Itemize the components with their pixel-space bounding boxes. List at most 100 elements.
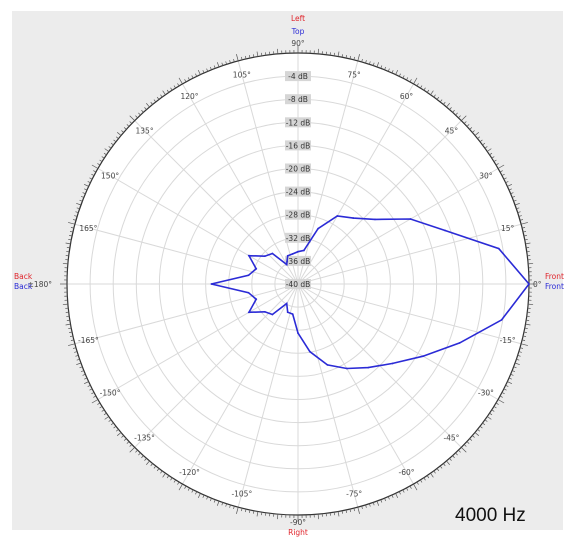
tick-mark — [361, 58, 363, 63]
tick-mark — [213, 65, 216, 69]
tick-mark — [135, 115, 138, 119]
tick-mark — [93, 170, 97, 173]
tick-mark — [245, 509, 247, 513]
tick-mark — [508, 377, 512, 380]
tick-mark — [76, 202, 82, 206]
tick-mark — [256, 51, 259, 57]
tick-mark — [69, 231, 73, 233]
tick-mark — [413, 77, 418, 85]
tick-mark — [216, 500, 220, 506]
tick-mark — [489, 412, 493, 416]
tick-mark — [166, 89, 170, 93]
tick-mark — [141, 109, 144, 113]
tick-mark — [113, 425, 117, 429]
response-point — [444, 229, 446, 232]
tick-mark — [69, 235, 73, 237]
tick-mark — [521, 222, 528, 225]
tick-mark — [184, 485, 187, 489]
tick-mark — [65, 323, 71, 326]
ring-label-bg — [285, 279, 311, 289]
angle-label: 45° — [445, 127, 459, 136]
tick-mark — [115, 429, 119, 432]
tick-mark — [191, 75, 194, 79]
tick-mark — [141, 455, 144, 459]
response-point — [247, 291, 250, 294]
response-point — [263, 255, 266, 258]
response-point — [317, 227, 320, 230]
tick-mark — [491, 409, 495, 412]
tick-mark — [513, 199, 517, 202]
tick-mark — [68, 222, 75, 225]
tick-mark — [101, 156, 105, 159]
tick-mark — [469, 438, 473, 441]
tick-mark — [487, 148, 492, 152]
tick-mark — [489, 152, 493, 156]
tick-mark — [210, 498, 212, 502]
tick-mark — [91, 164, 99, 169]
tick-mark — [353, 508, 355, 512]
tick-mark — [197, 493, 201, 499]
tick-mark — [524, 327, 528, 329]
tick-mark — [493, 159, 497, 162]
grid-spoke — [134, 283, 299, 448]
tick-mark — [241, 508, 243, 512]
tick-mark — [512, 370, 516, 372]
tick-mark — [97, 402, 101, 405]
tick-mark — [430, 90, 434, 95]
tick-mark — [443, 101, 446, 105]
tick-mark — [216, 62, 220, 68]
tick-mark — [213, 499, 216, 503]
tick-mark — [241, 56, 243, 60]
angle-label: -165° — [78, 336, 99, 345]
grid-spoke — [297, 168, 499, 285]
tick-mark — [398, 73, 401, 77]
tick-mark — [499, 170, 503, 173]
tick-mark — [99, 406, 103, 409]
tick-mark — [80, 196, 84, 198]
response-point — [285, 263, 288, 266]
tick-mark — [430, 473, 434, 478]
tick-mark — [70, 339, 74, 341]
response-point — [345, 367, 348, 370]
tick-mark — [455, 112, 458, 116]
tick-mark — [516, 207, 520, 210]
angle-label: 0° — [533, 280, 542, 289]
tick-mark — [156, 468, 160, 472]
tick-mark — [420, 479, 423, 483]
grid-spoke — [297, 223, 522, 285]
response-point — [248, 311, 250, 314]
tick-mark — [150, 101, 153, 105]
tick-mark — [225, 503, 227, 507]
orientation-top-label: Top — [291, 27, 305, 36]
response-point — [210, 283, 213, 285]
tick-mark — [345, 55, 347, 59]
ring-label-bg — [285, 140, 311, 151]
angle-label: -15° — [500, 336, 516, 345]
tick-mark — [479, 139, 483, 143]
tick-mark — [449, 107, 452, 110]
tick-mark — [482, 422, 486, 426]
tick-mark — [153, 465, 157, 469]
tick-mark — [146, 460, 150, 466]
tick-mark — [177, 83, 180, 87]
tick-mark — [160, 470, 163, 474]
tick-mark — [484, 419, 488, 422]
tick-mark — [166, 475, 170, 479]
tick-mark — [505, 384, 509, 387]
tick-mark — [501, 173, 505, 176]
grid-spoke — [134, 120, 299, 285]
tick-mark — [202, 494, 205, 498]
response-point — [263, 310, 266, 313]
orientation-front-red-label: Front — [545, 272, 564, 281]
tick-mark — [503, 177, 507, 180]
response-point — [409, 218, 412, 220]
angle-label: 105° — [233, 70, 251, 79]
tick-mark — [522, 339, 526, 341]
ring-label-bg — [285, 71, 311, 82]
tick-mark — [84, 188, 88, 191]
tick-mark — [423, 87, 426, 91]
tick-mark — [69, 331, 73, 333]
tick-mark — [384, 66, 386, 70]
tick-mark — [416, 481, 419, 485]
